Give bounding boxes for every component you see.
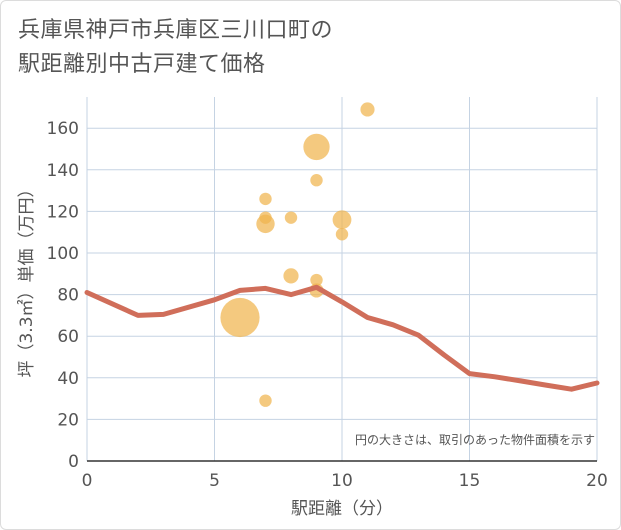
grid-lines bbox=[86, 97, 598, 461]
bubble-point bbox=[220, 297, 260, 338]
x-tick-label: 5 bbox=[209, 471, 220, 491]
chart-title: 兵庫県神戸市兵庫区三川口町の 駅距離別中古戸建て価格 bbox=[18, 14, 333, 82]
bubble-point bbox=[303, 133, 330, 161]
bubble-size-note: 円の大きさは、取引のあった物件面積を示す bbox=[355, 432, 595, 447]
average-line bbox=[84, 284, 600, 392]
bubble-point bbox=[259, 394, 272, 407]
title-line-2: 駅距離別中古戸建て価格 bbox=[18, 52, 266, 77]
bubble-point bbox=[284, 211, 298, 224]
y-tick-label: 40 bbox=[57, 369, 79, 389]
x-tick-label: 10 bbox=[331, 471, 353, 491]
y-tick-label: 160 bbox=[47, 119, 79, 139]
y-tick-label: 20 bbox=[57, 410, 79, 430]
y-axis-label: 坪（3.3㎡）単価（万円） bbox=[17, 180, 37, 377]
average-line-series bbox=[84, 284, 600, 392]
y-tick-label: 0 bbox=[68, 452, 79, 472]
y-tick-label: 60 bbox=[57, 327, 79, 347]
bubble-point bbox=[259, 192, 272, 206]
y-tick-label: 80 bbox=[57, 286, 79, 306]
x-tick-label: 20 bbox=[586, 471, 608, 491]
bubble-point bbox=[332, 210, 352, 230]
x-axis-ticks: 0 5 10 15 20 bbox=[82, 471, 608, 491]
y-axis-ticks: 0 20 40 60 80 100 120 140 160 bbox=[47, 119, 79, 472]
y-tick-label: 140 bbox=[47, 161, 79, 181]
bubble-point bbox=[310, 273, 323, 287]
x-axis-label: 駅距離（分） bbox=[291, 499, 393, 519]
x-tick-label: 15 bbox=[459, 471, 481, 491]
bubble-point bbox=[259, 211, 272, 224]
bubble-series bbox=[220, 102, 375, 407]
title-line-1: 兵庫県神戸市兵庫区三川口町の bbox=[18, 18, 334, 43]
bubble-point bbox=[335, 228, 349, 241]
bubble-point bbox=[360, 102, 375, 117]
bubble-point bbox=[283, 268, 299, 284]
y-tick-label: 100 bbox=[47, 244, 79, 264]
bubble-point bbox=[310, 174, 323, 187]
x-tick-label: 0 bbox=[82, 471, 93, 491]
y-tick-label: 120 bbox=[47, 202, 79, 222]
